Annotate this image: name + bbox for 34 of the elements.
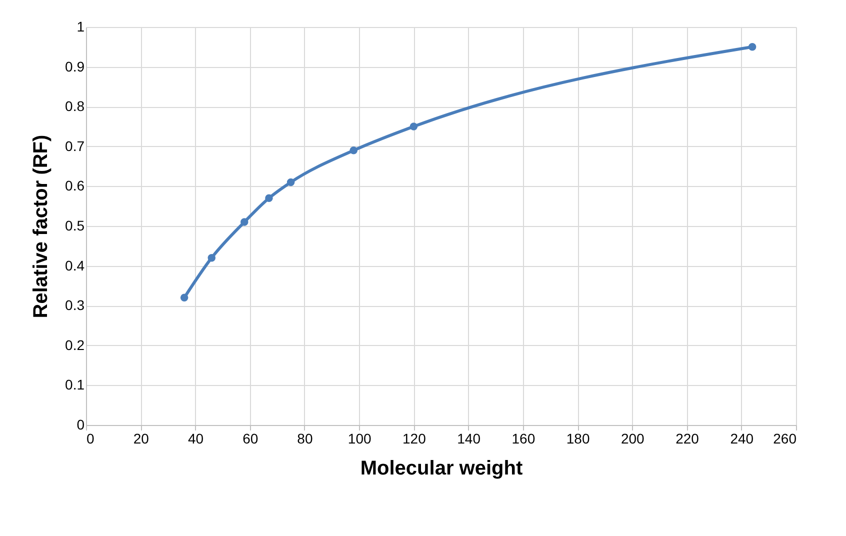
y-tick-label: 0.1	[65, 376, 85, 393]
point	[410, 122, 418, 130]
y-tick-label: 0.8	[65, 98, 85, 114]
y-tick-label: 0.5	[65, 218, 85, 234]
point	[265, 194, 273, 202]
y-tick-label: 0.4	[65, 257, 85, 274]
point	[208, 254, 216, 262]
point	[180, 294, 188, 302]
x-tick-label: 240	[730, 430, 754, 446]
x-tick-label: 260	[773, 430, 797, 446]
x-tick-label: 20	[133, 430, 150, 446]
y-tick-label: 1	[76, 18, 85, 34]
x-tick-label: 200	[620, 430, 645, 446]
y-tick-label: 0	[76, 416, 85, 432]
x-tick-label: 100	[348, 430, 372, 446]
x-tick-label: 160	[512, 430, 536, 446]
x-tick-label: 80	[297, 430, 313, 446]
y-axis-title: Relative factor (RF)	[30, 134, 52, 318]
y-tick-label: 0.9	[65, 58, 85, 74]
point	[748, 43, 756, 51]
y-tick-label: 0.6	[65, 178, 85, 194]
point	[286, 178, 295, 186]
y-tick-label: 0.2	[65, 336, 85, 353]
x-tick-label: 140	[457, 430, 481, 446]
y-tick-label: 0.7	[65, 138, 85, 154]
x-tick-label: 220	[676, 430, 700, 446]
x-tick-label: 120	[402, 430, 426, 446]
point	[350, 146, 358, 154]
point	[240, 218, 248, 226]
x-tick-label: 60	[242, 430, 258, 446]
x-axis-title: Molecular weight	[360, 458, 523, 480]
x-tick-label: 180	[566, 430, 590, 446]
y-tick-label: 0.3	[65, 297, 85, 314]
x-tick-label: 40	[188, 430, 204, 446]
